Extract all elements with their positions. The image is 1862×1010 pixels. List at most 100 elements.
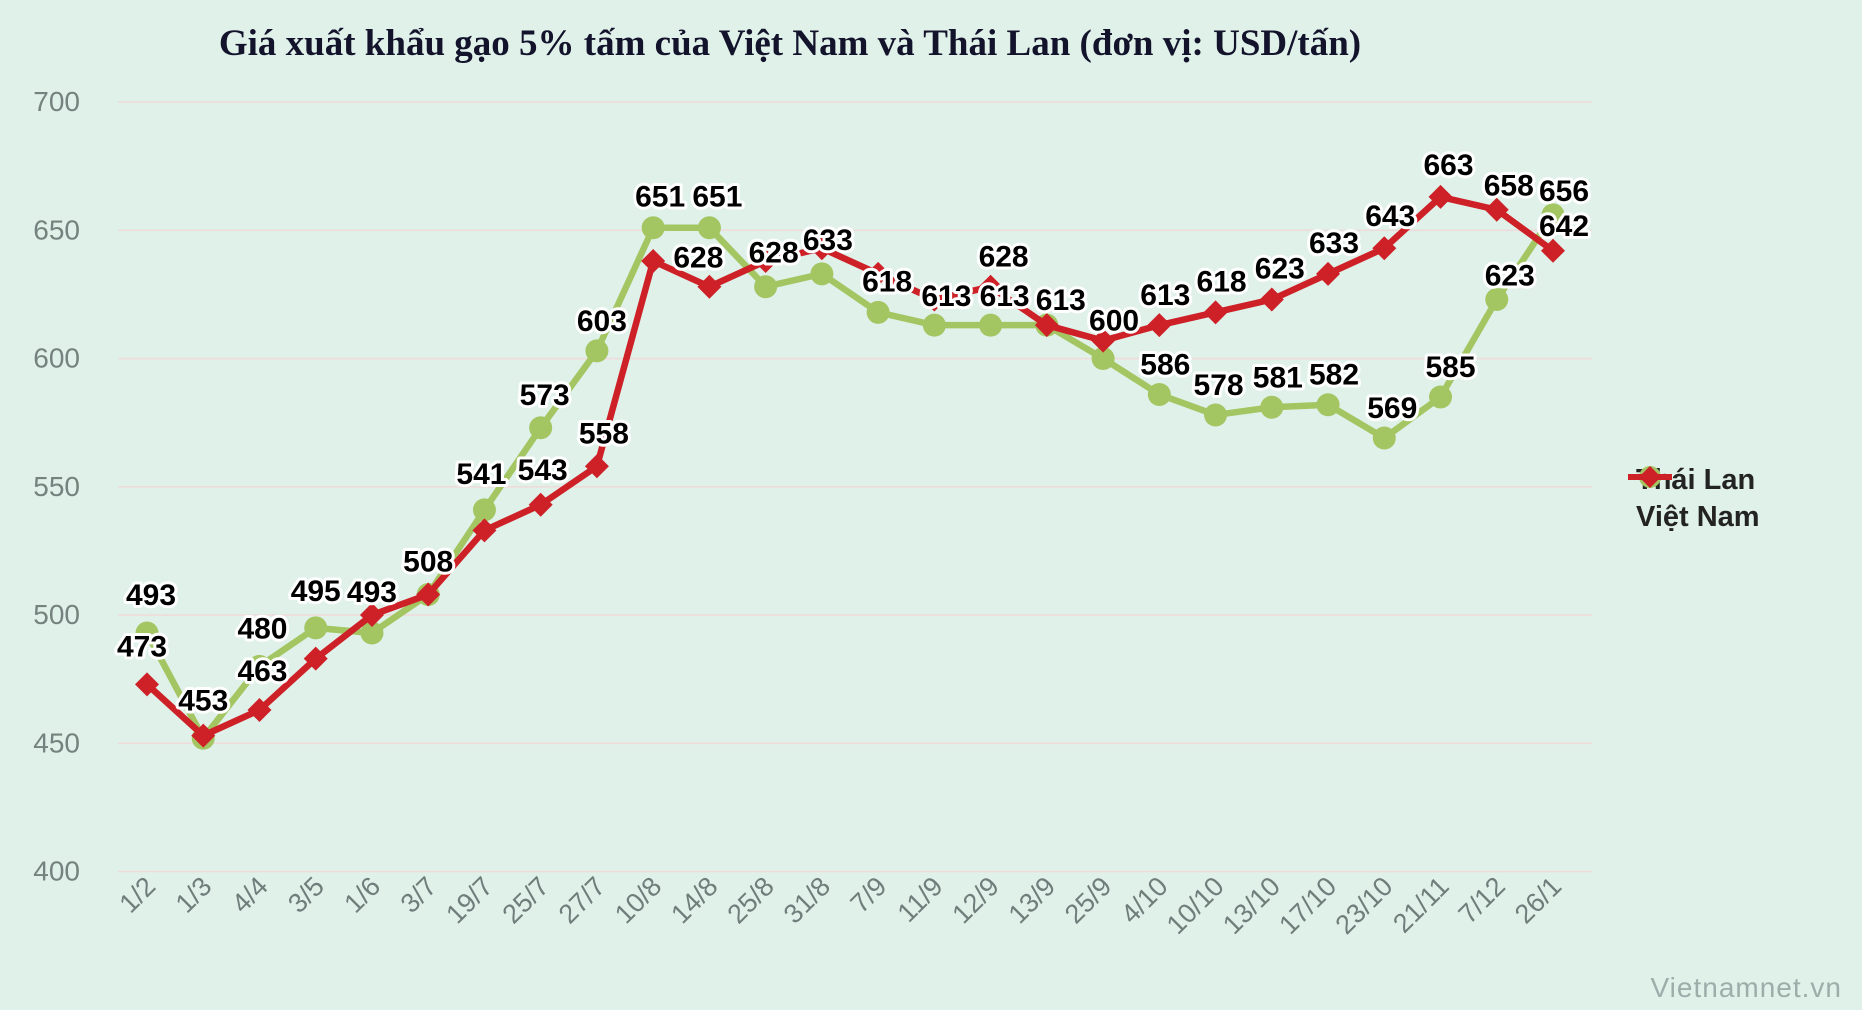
thai-lan-point [1485, 288, 1509, 312]
thai-lan-point [1541, 203, 1565, 227]
x-tick-label: 13/9 [1003, 871, 1061, 929]
point-label: 613 [980, 280, 1030, 313]
viet-nam-point [1034, 313, 1059, 338]
y-tick-label: 400 [33, 856, 80, 887]
y-tick-label: 550 [33, 471, 80, 502]
thai-lan-point [641, 216, 665, 240]
viet-nam-point [1316, 261, 1341, 286]
point-label: 581 [1253, 361, 1303, 394]
point-label: 663 [1423, 149, 1473, 182]
point-label: 628 [673, 242, 723, 275]
viet-nam-point [1484, 197, 1509, 222]
x-tick-label: 1/6 [338, 871, 386, 919]
point-label: 453 [178, 685, 228, 718]
diamond-marker-glyph [1628, 466, 1672, 488]
point-label: 658 [1484, 170, 1534, 203]
x-tick-label: 23/10 [1330, 871, 1399, 940]
x-tick-label: 25/7 [497, 871, 555, 929]
viet-nam-line [143, 193, 1557, 739]
viet-nam-point [753, 249, 778, 274]
x-tick-label: 14/8 [665, 871, 723, 929]
viet-nam-point [247, 697, 272, 722]
point-label: 569 [1367, 392, 1417, 425]
x-tick-label: 3/5 [282, 871, 330, 919]
thai-lan-point [754, 275, 778, 299]
x-tick-label: 21/11 [1387, 871, 1455, 939]
x-tick-label: 13/10 [1217, 871, 1286, 940]
viet-nam-point [135, 672, 159, 697]
y-tick-label: 500 [33, 599, 80, 630]
point-label: 582 [1309, 359, 1359, 392]
x-tick-label: 10/10 [1161, 871, 1230, 940]
viet-nam-point [1091, 328, 1116, 353]
legend-item-viet-nam: Việt Nam [1626, 466, 1760, 536]
viet-nam-point [359, 603, 384, 628]
point-label: 543 [518, 454, 568, 487]
point-label: 613 [1140, 279, 1190, 312]
viet-nam-point [584, 454, 609, 479]
x-tick-label: 4/4 [226, 871, 274, 919]
thai-lan-point [360, 621, 384, 645]
point-label: 623 [1255, 253, 1305, 286]
point-label: 586 [1140, 348, 1190, 381]
point-label: 628 [749, 237, 799, 270]
point-label: 618 [862, 265, 912, 298]
point-label: 493 [126, 579, 176, 612]
x-tick-label: 7/9 [845, 871, 893, 919]
thai-lan-point [247, 654, 271, 678]
thai-lan-point [1372, 426, 1396, 450]
x-tick-label: 19/7 [440, 871, 498, 929]
x-tick-label: 1/2 [113, 871, 161, 919]
x-tick-label: 1/3 [170, 871, 218, 919]
x-tick-label: 17/10 [1273, 871, 1342, 940]
x-tick-label: 25/9 [1059, 871, 1117, 929]
thai-lan-point [810, 262, 834, 286]
thai-lan-point [1316, 393, 1340, 417]
x-tick-label: 27/7 [553, 871, 611, 929]
legend: Thái Lan Việt Nam [1626, 462, 1760, 536]
point-label: 633 [1309, 227, 1359, 260]
thai-lan-point [866, 300, 890, 324]
viet-nam-point [1203, 300, 1228, 325]
y-tick-label: 600 [33, 343, 80, 374]
point-label: 651 [635, 181, 685, 214]
legend-label-viet-nam: Việt Nam [1636, 501, 1760, 533]
viet-nam-point [528, 492, 553, 517]
thai-lan-point [697, 216, 721, 240]
thai-lan-point [135, 621, 159, 645]
point-label: 628 [979, 241, 1029, 274]
point-label: 463 [237, 655, 287, 688]
y-tick-label: 450 [33, 727, 80, 758]
x-tick-label: 31/8 [778, 871, 836, 929]
thai-lan-point [529, 416, 553, 440]
viet-nam-point [1147, 313, 1172, 338]
thai-lan-point [304, 616, 328, 640]
x-tick-label: 11/9 [892, 871, 949, 928]
viet-nam-point [472, 518, 497, 543]
point-label: 643 [1365, 200, 1415, 233]
point-label: 495 [291, 575, 341, 608]
viet-nam-point [978, 274, 1003, 299]
thai-lan-point [1429, 385, 1453, 409]
viet-nam-point [1259, 287, 1284, 312]
watermark: Vietnamnet.vn [1650, 972, 1842, 1003]
point-label: 651 [692, 181, 742, 214]
thai-lan-point [979, 313, 1003, 337]
viet-nam-point [1372, 236, 1397, 261]
point-label: 618 [1197, 265, 1247, 298]
viet-nam-point [191, 723, 216, 748]
point-label: 508 [403, 546, 453, 579]
viet-nam-point [922, 287, 947, 312]
point-label: 578 [1194, 369, 1244, 402]
thai-lan-point [922, 313, 946, 337]
thai-lan-point [1147, 382, 1171, 406]
point-label: 613 [1036, 284, 1086, 317]
viet-nam-point [416, 582, 441, 607]
viet-nam-point [641, 249, 666, 274]
x-tick-label: 7/12 [1453, 871, 1511, 929]
point-label: 585 [1425, 351, 1475, 384]
point-label: 473 [117, 630, 167, 663]
point-label: 558 [579, 417, 629, 450]
thai-lan-point [1260, 395, 1284, 419]
